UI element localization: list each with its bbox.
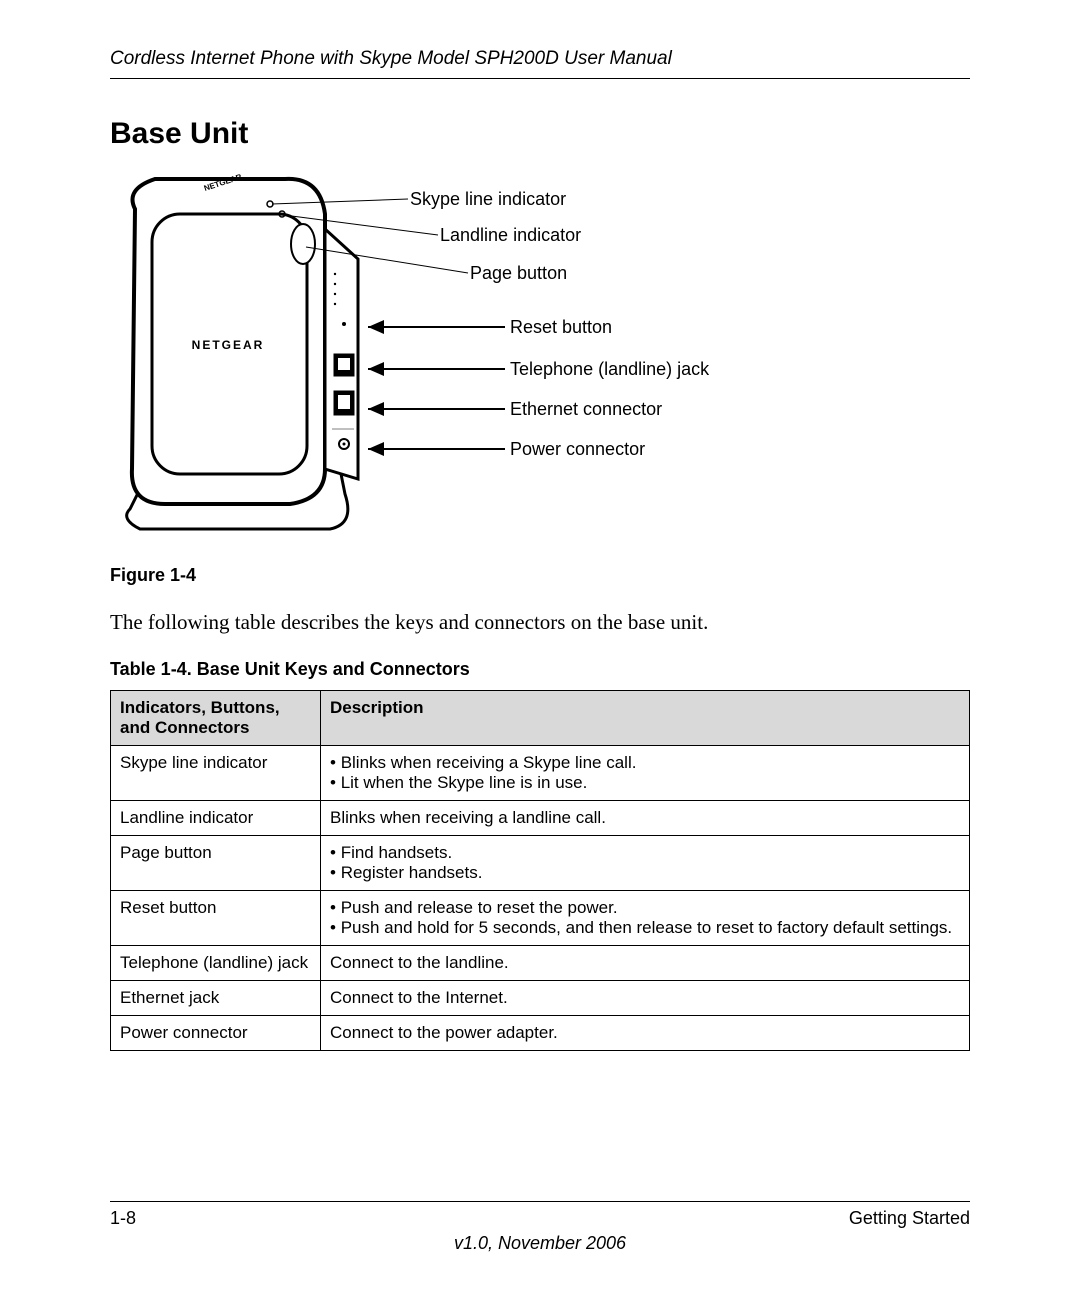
callout-page-button: Page button [470,263,567,284]
callout-skype-indicator: Skype line indicator [410,189,566,210]
row-description: Connect to the Internet. [321,981,970,1016]
keys-connectors-table: Indicators, Buttons, and Connectors Desc… [110,690,970,1051]
bullet-item: Blinks when receiving a Skype line call. [330,753,960,773]
row-name: Page button [111,836,321,891]
row-description: Blinks when receiving a landline call. [321,801,970,836]
bullet-item: Find handsets. [330,843,960,863]
table-body: Skype line indicatorBlinks when receivin… [111,746,970,1051]
table-row: Page buttonFind handsets.Register handse… [111,836,970,891]
row-name: Reset button [111,891,321,946]
row-description: Connect to the landline. [321,946,970,981]
section-heading: Base Unit [110,117,970,151]
table-row: Power connectorConnect to the power adap… [111,1016,970,1051]
table-header-col1: Indicators, Buttons, and Connectors [111,691,321,746]
bullet-item: Register handsets. [330,863,960,883]
page-footer: 1-8 Getting Started v1.0, November 2006 [110,1201,970,1254]
page-header-title: Cordless Internet Phone with Skype Model… [110,48,970,79]
row-description: Find handsets.Register handsets. [321,836,970,891]
bullet-item: Lit when the Skype line is in use. [330,773,960,793]
footer-section: Getting Started [849,1208,970,1229]
callout-ethernet: Ethernet connector [510,399,662,420]
base-unit-diagram: NETGEAR NETGEAR [110,169,970,559]
bullet-item: Push and release to reset the power. [330,898,960,918]
row-name: Landline indicator [111,801,321,836]
bullet-item: Push and hold for 5 seconds, and then re… [330,918,960,938]
row-name: Power connector [111,1016,321,1051]
row-description: Blinks when receiving a Skype line call.… [321,746,970,801]
row-name: Skype line indicator [111,746,321,801]
row-description: Connect to the power adapter. [321,1016,970,1051]
arrow-ethernet [368,402,505,416]
table-row: Telephone (landline) jackConnect to the … [111,946,970,981]
figure-caption: Figure 1-4 [110,565,970,586]
table-caption: Table 1-4. Base Unit Keys and Connectors [110,659,970,680]
row-name: Telephone (landline) jack [111,946,321,981]
arrow-reset [368,320,505,334]
row-description: Push and release to reset the power.Push… [321,891,970,946]
footer-page-number: 1-8 [110,1208,136,1229]
footer-version: v1.0, November 2006 [110,1233,970,1254]
table-row: Skype line indicatorBlinks when receivin… [111,746,970,801]
arrow-landline-jack [368,362,505,376]
table-row: Reset buttonPush and release to reset th… [111,891,970,946]
row-name: Ethernet jack [111,981,321,1016]
table-row: Ethernet jackConnect to the Internet. [111,981,970,1016]
table-header-col2: Description [321,691,970,746]
callout-landline-indicator: Landline indicator [440,225,581,246]
table-row: Landline indicatorBlinks when receiving … [111,801,970,836]
arrow-power [368,442,505,456]
callout-landline-jack: Telephone (landline) jack [510,359,709,380]
intro-text: The following table describes the keys a… [110,610,970,635]
callout-reset-button: Reset button [510,317,612,338]
callout-power: Power connector [510,439,645,460]
